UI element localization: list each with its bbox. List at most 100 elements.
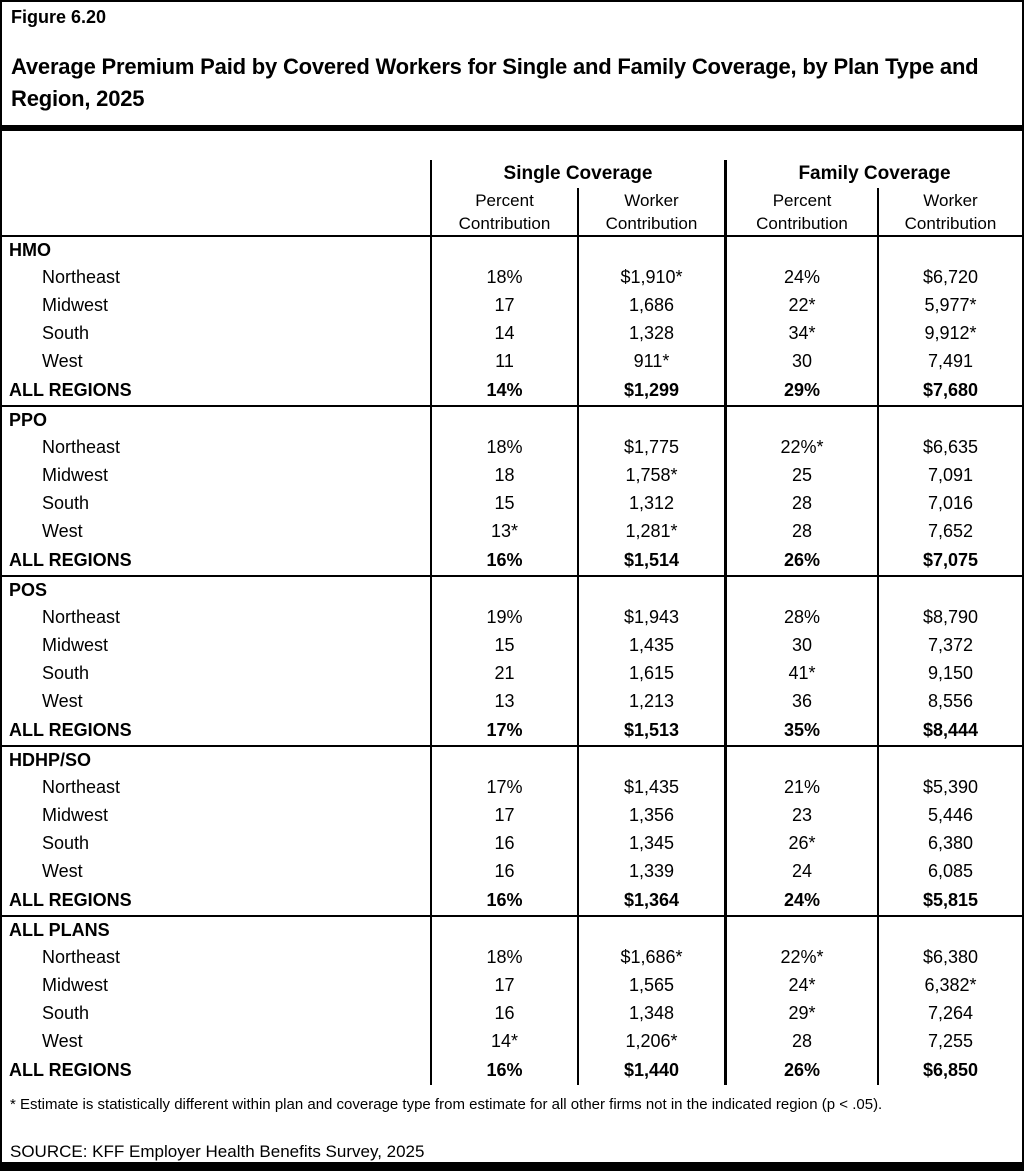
single-worker-total: $1,364	[577, 885, 724, 915]
family-worker-value: $8,790	[877, 603, 1022, 631]
single-worker-value: $1,686*	[577, 943, 724, 971]
family-percent-total: 29%	[724, 375, 877, 405]
region-label: Northeast	[42, 776, 121, 797]
empty-cell	[430, 237, 577, 263]
all-regions-label: ALL REGIONS	[9, 549, 132, 570]
single-worker-value: 1,339	[577, 857, 724, 885]
single-percent-value: 13	[430, 687, 577, 715]
family-percent-value: 22%*	[724, 943, 877, 971]
family-worker-value: 5,977*	[877, 291, 1022, 319]
single-percent-value: 17	[430, 291, 577, 319]
family-worker-total: $5,815	[877, 885, 1022, 915]
family-worker-value: 6,380	[877, 829, 1022, 857]
region-row: Midwest 17 1,686 22* 5,977*	[2, 291, 1022, 319]
family-worker-value: $6,635	[877, 433, 1022, 461]
family-worker-value: 7,264	[877, 999, 1022, 1027]
region-row: Northeast 18% $1,910* 24% $6,720	[2, 263, 1022, 291]
plan-section: HMO Northeast 18% $1,910* 24% $6,720	[2, 237, 1022, 407]
region-label: South	[42, 662, 90, 683]
family-percent-value: 41*	[724, 659, 877, 687]
family-worker-value: 8,556	[877, 687, 1022, 715]
empty-cell	[877, 747, 1022, 773]
single-percent-value: 14	[430, 319, 577, 347]
plan-section: PPO Northeast 18% $1,775 22%* $6,635	[2, 407, 1022, 577]
family-percent-total: 26%	[724, 545, 877, 575]
region-row: South 16 1,348 29* 7,264	[2, 999, 1022, 1027]
single-percent-value: 18	[430, 461, 577, 489]
region-label: South	[42, 1002, 90, 1023]
all-regions-row: ALL REGIONS 16% $1,514 26% $7,075	[2, 545, 1022, 575]
family-worker-value: 7,091	[877, 461, 1022, 489]
single-worker-value: 1,206*	[577, 1027, 724, 1055]
family-worker-value: 7,016	[877, 489, 1022, 517]
plan-label: HMO	[9, 239, 51, 260]
column-group-single-coverage: Single Coverage	[430, 160, 724, 188]
single-worker-total: $1,440	[577, 1055, 724, 1085]
region-row: South 14 1,328 34* 9,912*	[2, 319, 1022, 347]
family-worker-value: $6,720	[877, 263, 1022, 291]
family-percent-value: 36	[724, 687, 877, 715]
region-label: West	[42, 350, 83, 371]
family-percent-total: 26%	[724, 1055, 877, 1085]
plan-label: POS	[9, 579, 48, 600]
single-worker-value: $1,943	[577, 603, 724, 631]
column-group-family-coverage: Family Coverage	[724, 160, 1022, 188]
family-percent-value: 25	[724, 461, 877, 489]
single-worker-value: 1,356	[577, 801, 724, 829]
plan-label: PPO	[9, 409, 48, 430]
table-body: HMO Northeast 18% $1,910* 24% $6,720	[2, 237, 1022, 1085]
single-percent-total: 16%	[430, 1055, 577, 1085]
column-header-family-percent: Percent Contribution	[724, 188, 877, 235]
family-percent-value: 22*	[724, 291, 877, 319]
empty-cell	[430, 917, 577, 943]
single-percent-value: 15	[430, 631, 577, 659]
single-percent-value: 18%	[430, 433, 577, 461]
single-worker-value: $1,910*	[577, 263, 724, 291]
family-percent-total: 35%	[724, 715, 877, 745]
single-percent-value: 17	[430, 971, 577, 999]
single-percent-value: 18%	[430, 943, 577, 971]
all-regions-label: ALL REGIONS	[9, 1059, 132, 1080]
single-percent-value: 17	[430, 801, 577, 829]
single-worker-total: $1,513	[577, 715, 724, 745]
single-percent-total: 16%	[430, 545, 577, 575]
empty-cell	[430, 747, 577, 773]
family-percent-value: 23	[724, 801, 877, 829]
single-percent-value: 21	[430, 659, 577, 687]
family-worker-total: $7,075	[877, 545, 1022, 575]
family-worker-value: 7,652	[877, 517, 1022, 545]
region-label: Midwest	[42, 974, 109, 995]
region-row: Midwest 17 1,356 23 5,446	[2, 801, 1022, 829]
family-worker-value: $6,380	[877, 943, 1022, 971]
region-row: West 13* 1,281* 28 7,652	[2, 517, 1022, 545]
single-percent-value: 19%	[430, 603, 577, 631]
all-regions-label: ALL REGIONS	[9, 889, 132, 910]
figure-title: Average Premium Paid by Covered Workers …	[11, 54, 979, 111]
region-label: South	[42, 322, 90, 343]
empty-cell	[724, 237, 877, 263]
family-worker-value: 7,491	[877, 347, 1022, 375]
region-row: Midwest 17 1,565 24* 6,382*	[2, 971, 1022, 999]
single-percent-value: 18%	[430, 263, 577, 291]
single-percent-value: 16	[430, 999, 577, 1027]
single-worker-total: $1,514	[577, 545, 724, 575]
single-percent-total: 14%	[430, 375, 577, 405]
empty-cell	[577, 917, 724, 943]
column-header-single-percent: Percent Contribution	[430, 188, 577, 235]
region-label: Midwest	[42, 634, 109, 655]
single-worker-value: 1,565	[577, 971, 724, 999]
single-worker-value: $1,775	[577, 433, 724, 461]
plan-label: ALL PLANS	[9, 919, 110, 940]
single-worker-value: $1,435	[577, 773, 724, 801]
empty-cell	[577, 237, 724, 263]
family-percent-total: 24%	[724, 885, 877, 915]
empty-cell	[877, 407, 1022, 433]
region-label: Midwest	[42, 464, 109, 485]
region-row: West 14* 1,206* 28 7,255	[2, 1027, 1022, 1055]
all-regions-row: ALL REGIONS 17% $1,513 35% $8,444	[2, 715, 1022, 745]
header-stub	[2, 188, 430, 235]
family-worker-value: $5,390	[877, 773, 1022, 801]
single-worker-value: 1,348	[577, 999, 724, 1027]
region-row: Northeast 18% $1,686* 22%* $6,380	[2, 943, 1022, 971]
single-worker-value: 1,213	[577, 687, 724, 715]
